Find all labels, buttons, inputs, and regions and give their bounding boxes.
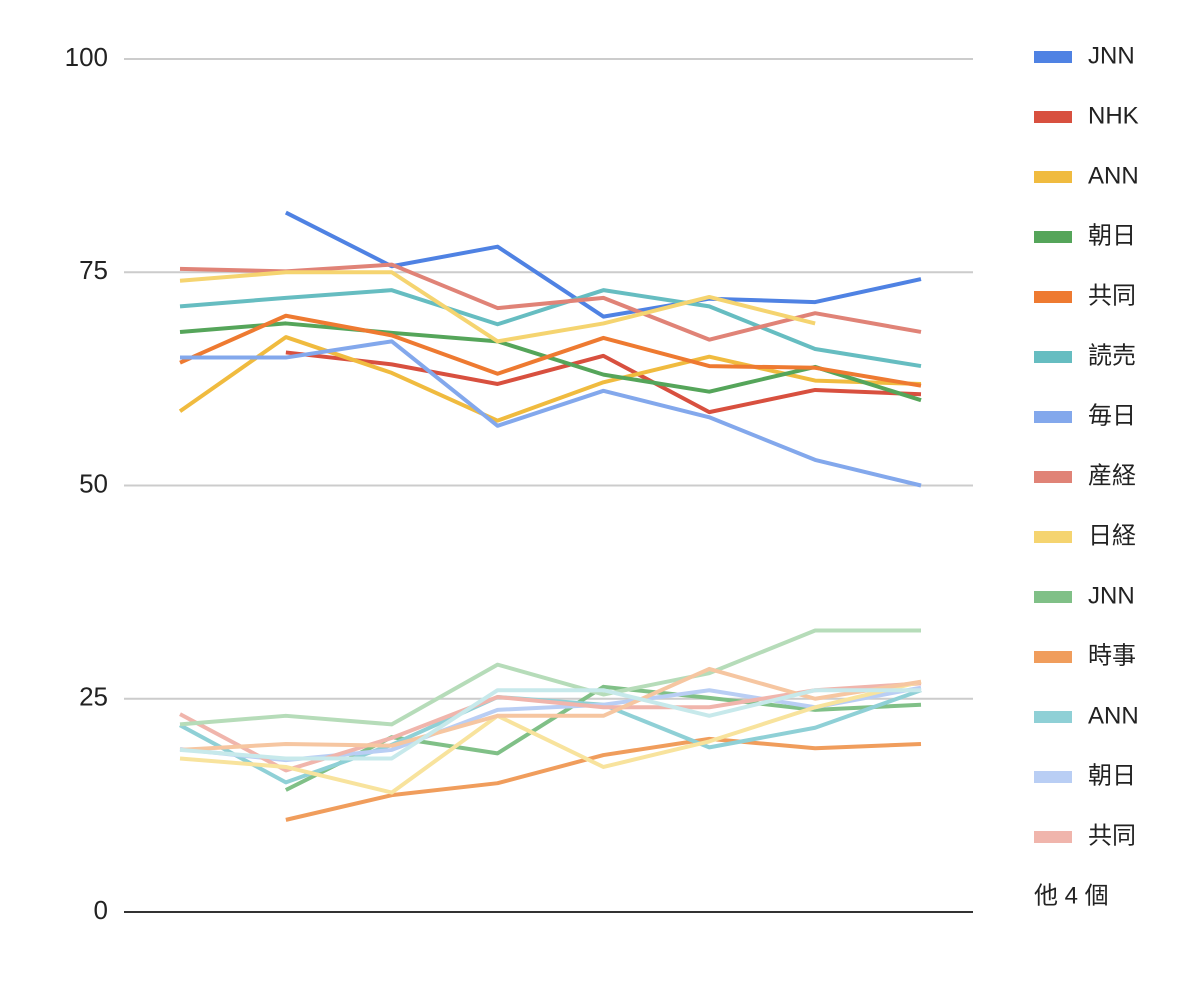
legend-swatch bbox=[1034, 771, 1072, 783]
legend-swatch bbox=[1034, 471, 1072, 483]
legend-label: 読売 bbox=[1088, 342, 1136, 369]
y-tick-label: 25 bbox=[79, 682, 108, 712]
legend-swatch bbox=[1034, 411, 1072, 423]
legend-swatch bbox=[1034, 111, 1072, 123]
legend-swatch bbox=[1034, 651, 1072, 663]
y-tick-label: 0 bbox=[94, 895, 108, 925]
y-tick-label: 50 bbox=[79, 468, 108, 498]
series-line bbox=[179, 288, 922, 369]
legend-swatch bbox=[1034, 531, 1072, 543]
legend-swatch bbox=[1034, 291, 1072, 303]
legend-label: NHK bbox=[1088, 102, 1139, 129]
legend-label: 朝日 bbox=[1088, 222, 1136, 249]
legend-swatch bbox=[1034, 711, 1072, 723]
y-tick-label: 100 bbox=[65, 42, 108, 72]
series-line bbox=[180, 339, 922, 488]
legend-swatch bbox=[1034, 51, 1072, 63]
legend-swatch bbox=[1034, 831, 1072, 843]
y-tick-label: 75 bbox=[79, 255, 108, 285]
series-line bbox=[178, 335, 922, 423]
legend-label: 日経 bbox=[1088, 522, 1136, 549]
series-line bbox=[179, 628, 921, 727]
legend-label: 共同 bbox=[1088, 822, 1136, 849]
legend-label: JNN bbox=[1088, 42, 1135, 69]
series-line bbox=[284, 684, 922, 792]
series-line bbox=[285, 736, 922, 822]
legend-swatch bbox=[1034, 171, 1072, 183]
legend-more: 他 4 個 bbox=[1034, 882, 1109, 909]
legend-label: ANN bbox=[1088, 702, 1139, 729]
series-line bbox=[179, 313, 922, 388]
series-line bbox=[179, 270, 816, 344]
legend-label: 時事 bbox=[1088, 642, 1136, 669]
series-line bbox=[179, 321, 922, 403]
legend-swatch bbox=[1034, 591, 1072, 603]
legend-label: 朝日 bbox=[1088, 762, 1136, 789]
series-line bbox=[179, 688, 921, 761]
legend-label: ANN bbox=[1088, 162, 1139, 189]
legend-swatch bbox=[1034, 351, 1072, 363]
legend-swatch bbox=[1034, 231, 1072, 243]
series-line bbox=[285, 350, 922, 415]
legend-label: 共同 bbox=[1088, 282, 1136, 309]
legend-label: 産経 bbox=[1088, 462, 1136, 489]
series-line bbox=[179, 679, 922, 795]
legend-label: 毎日 bbox=[1088, 402, 1136, 429]
legend-label: JNN bbox=[1088, 582, 1135, 609]
